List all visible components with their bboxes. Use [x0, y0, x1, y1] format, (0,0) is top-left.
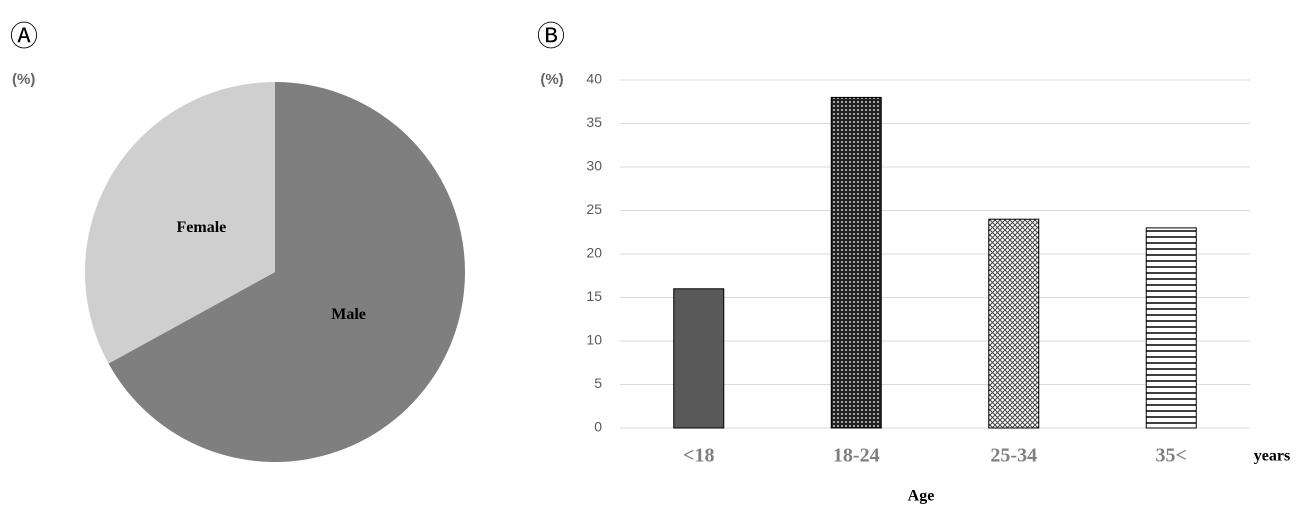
panel-label: Ⓐ [10, 20, 38, 51]
x-tick-label: <18 [683, 445, 714, 467]
x-tick-label: 35< [1156, 445, 1187, 467]
bar [988, 218, 1040, 429]
bar [830, 96, 882, 429]
x-unit: years [1254, 448, 1290, 465]
panel-label: Ⓑ [537, 20, 565, 51]
y-tick-label: 5 [594, 375, 602, 391]
y-tick-label: 30 [586, 158, 602, 174]
y-tick-label: 10 [586, 332, 602, 348]
pie-slice [108, 82, 465, 462]
slice-label: Female [177, 219, 227, 236]
x-tick-label: 18-24 [833, 445, 880, 467]
unit-label: (%) [540, 71, 563, 88]
slice-label: Male [331, 306, 366, 323]
y-tick-label: 15 [586, 288, 602, 304]
x-tick-label: 25-34 [990, 445, 1037, 467]
unit-label: (%) [12, 71, 35, 88]
bar [673, 288, 725, 429]
y-tick-label: 40 [586, 71, 602, 87]
y-tick-label: 0 [594, 419, 602, 435]
x-axis-title: Age [908, 488, 935, 505]
pie-slice [84, 82, 275, 364]
y-tick-label: 20 [586, 245, 602, 261]
bar [1145, 227, 1197, 429]
y-tick-label: 35 [586, 114, 602, 130]
y-tick-label: 25 [586, 201, 602, 217]
